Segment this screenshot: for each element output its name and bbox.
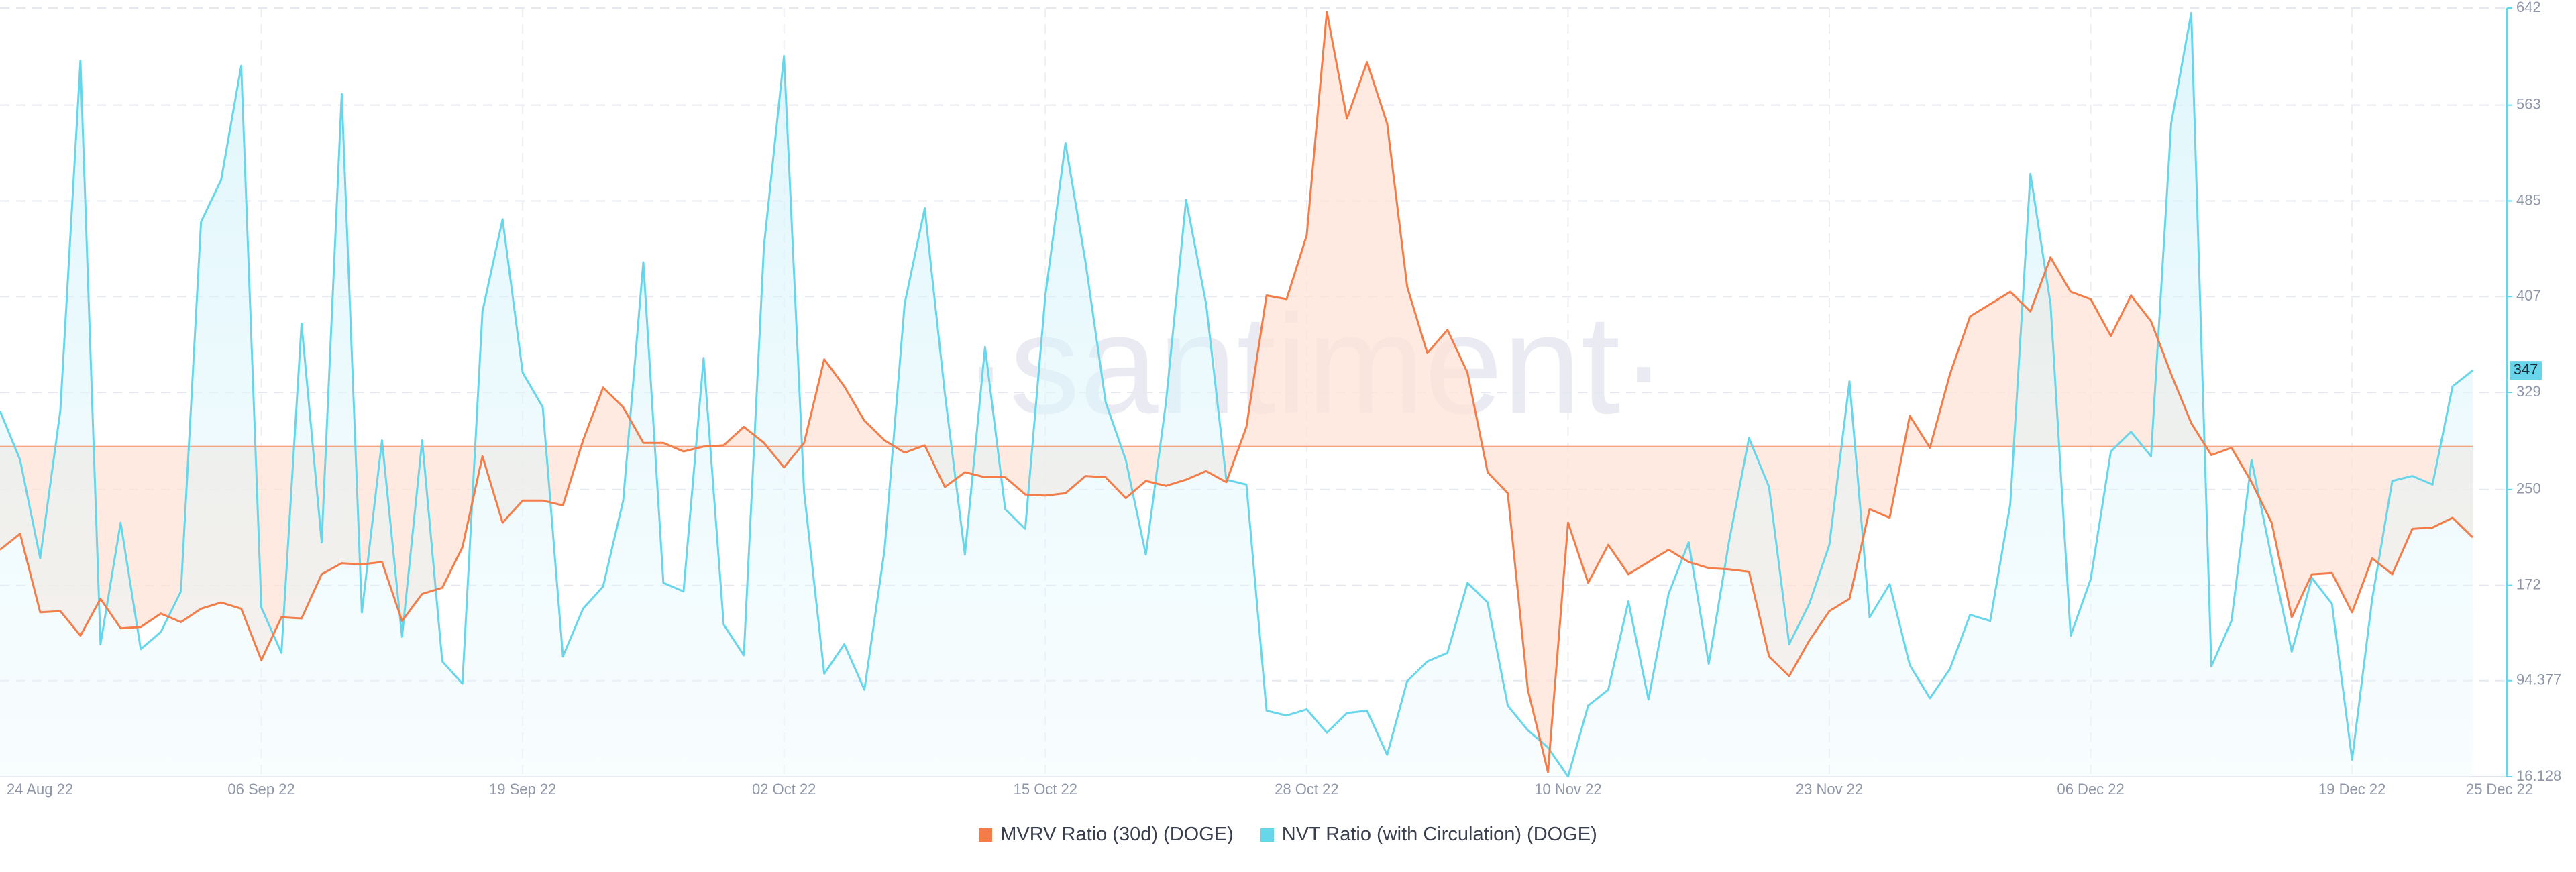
y-tick-label: 250	[2516, 480, 2541, 497]
legend: MVRV Ratio (30d) (DOGE) NVT Ratio (with C…	[0, 824, 2576, 846]
x-tick-label: 06 Sep 22	[227, 781, 294, 798]
x-tick-label: 23 Nov 22	[1796, 781, 1863, 798]
x-tick-label: 10 Nov 22	[1534, 781, 1601, 798]
x-tick-label: 06 Dec 22	[2057, 781, 2124, 798]
last-value-badge	[2510, 361, 2542, 380]
legend-swatch	[1260, 828, 1274, 842]
y-tick-label: 485	[2516, 191, 2541, 208]
legend-item[interactable]: NVT Ratio (with Circulation) (DOGE)	[1260, 824, 1597, 846]
x-tick-label: 15 Oct 22	[1014, 781, 1077, 798]
y-tick-label: 16.128	[2516, 767, 2561, 784]
series-line	[0, 11, 2474, 773]
x-tick-label: 28 Oct 22	[1275, 781, 1338, 798]
x-tick-label: 24 Aug 22	[7, 781, 73, 798]
y-tick-label: 172	[2516, 576, 2541, 592]
x-tick-label: 25 Dec 22	[2466, 781, 2533, 798]
series-area	[0, 11, 2473, 772]
legend-item[interactable]: MVRV Ratio (30d) (DOGE)	[979, 824, 1234, 846]
y-tick-label: 407	[2516, 287, 2541, 304]
y-tick-label: 329	[2516, 383, 2541, 400]
last-value-label: 347	[2514, 361, 2538, 378]
y-tick-label: 642	[2516, 0, 2541, 15]
y-tick-label: 563	[2516, 95, 2541, 112]
x-tick-label: 02 Oct 22	[752, 781, 816, 798]
legend-swatch	[979, 828, 993, 842]
legend-label: MVRV Ratio (30d) (DOGE)	[1000, 824, 1234, 845]
x-tick-label: 19 Dec 22	[2318, 781, 2385, 798]
y-tick-label: 94.377	[2516, 671, 2561, 688]
x-tick-label: 19 Sep 22	[489, 781, 556, 798]
legend-label: NVT Ratio (with Circulation) (DOGE)	[1281, 824, 1597, 845]
series-line	[0, 11, 2473, 778]
series-area	[0, 13, 2473, 777]
